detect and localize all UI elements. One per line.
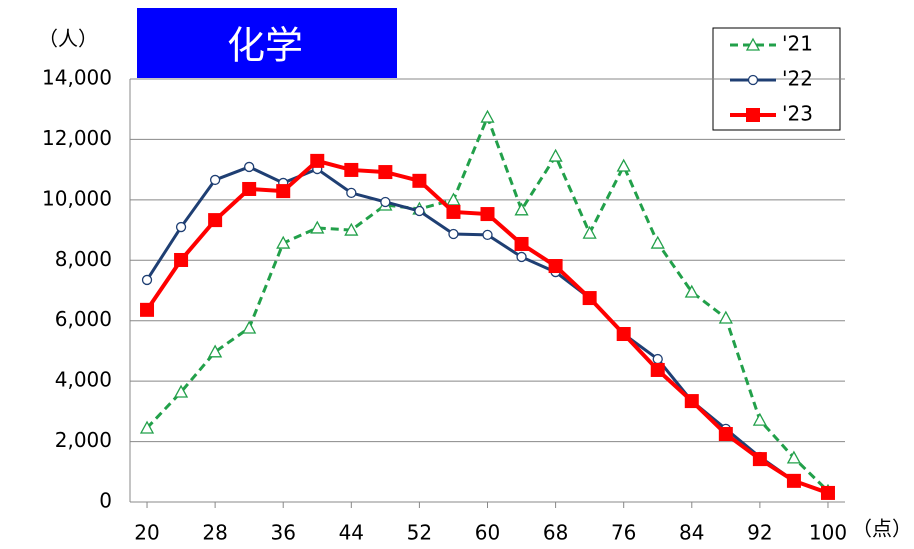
marker [786,450,802,464]
marker [448,228,459,240]
marker [514,202,529,216]
marker [480,109,495,123]
marker [380,196,391,208]
marker [346,187,357,199]
marker [684,284,699,298]
marker [141,274,153,286]
marker [310,220,325,234]
x-tick-label: 20 [134,521,159,545]
y-tick-label: 14,000 [42,66,112,90]
x-tick-label: 100 [809,521,847,545]
y-tick-label: 2,000 [55,428,112,452]
marker [344,222,359,236]
marker [173,384,189,398]
x-unit: （点） [852,517,912,541]
y-unit: （人） [38,27,98,51]
marker [174,252,189,267]
y-tick-label: 10,000 [42,186,112,210]
marker [652,353,663,365]
marker [480,207,495,222]
marker [650,235,665,249]
marker [718,427,733,442]
marker [548,259,563,274]
marker [244,161,255,173]
marker [140,302,155,317]
x-tick-label: 52 [407,521,432,545]
x-tick-label: 92 [747,521,772,545]
marker [582,291,597,306]
x-tick-label: 68 [543,521,568,545]
marker [684,394,699,409]
x-tick-label: 44 [339,521,364,545]
marker [446,192,461,206]
marker [514,236,529,251]
x-tick-label: 28 [202,521,227,545]
legend-marker [747,74,759,86]
marker [344,162,359,177]
marker [582,225,597,239]
marker [820,485,835,500]
marker [650,362,665,377]
chart-title: 化学 [227,24,303,68]
marker [276,184,291,199]
legend-marker [746,108,760,122]
legend-label: '22 [782,67,813,91]
marker [446,204,461,219]
y-tick-label: 4,000 [55,368,112,392]
marker [786,473,801,488]
y-tick-label: 12,000 [42,126,112,150]
legend-marker [745,37,761,51]
marker [242,320,257,334]
y-tick-label: 6,000 [55,307,112,331]
marker [616,158,631,172]
legend-label: '21 [782,32,813,56]
y-tick-label: 8,000 [55,247,112,271]
marker [516,251,527,263]
marker [378,165,393,180]
marker [616,327,631,342]
marker [412,173,427,188]
marker [139,420,155,434]
marker [310,153,325,168]
marker [414,205,425,217]
legend-label: '23 [782,102,813,126]
marker [718,310,733,324]
marker [242,181,257,196]
x-tick-label: 60 [475,521,500,545]
marker [752,412,767,426]
y-tick-label: 0 [99,489,112,513]
marker [482,229,493,241]
marker [209,174,221,186]
marker [752,452,767,467]
x-tick-label: 36 [270,521,295,545]
marker [175,221,187,233]
marker [208,344,223,358]
title-box [137,8,397,78]
x-tick-label: 84 [679,521,704,545]
marker [548,148,563,162]
marker [276,235,291,249]
marker [208,213,223,228]
x-tick-label: 76 [611,521,636,545]
